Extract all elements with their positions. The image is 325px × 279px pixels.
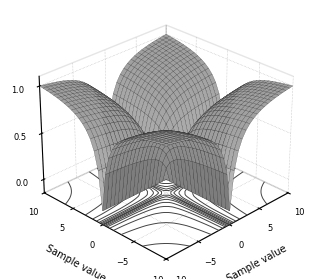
X-axis label: Sample value: Sample value [226, 244, 289, 279]
Y-axis label: Sample value: Sample value [44, 244, 107, 279]
